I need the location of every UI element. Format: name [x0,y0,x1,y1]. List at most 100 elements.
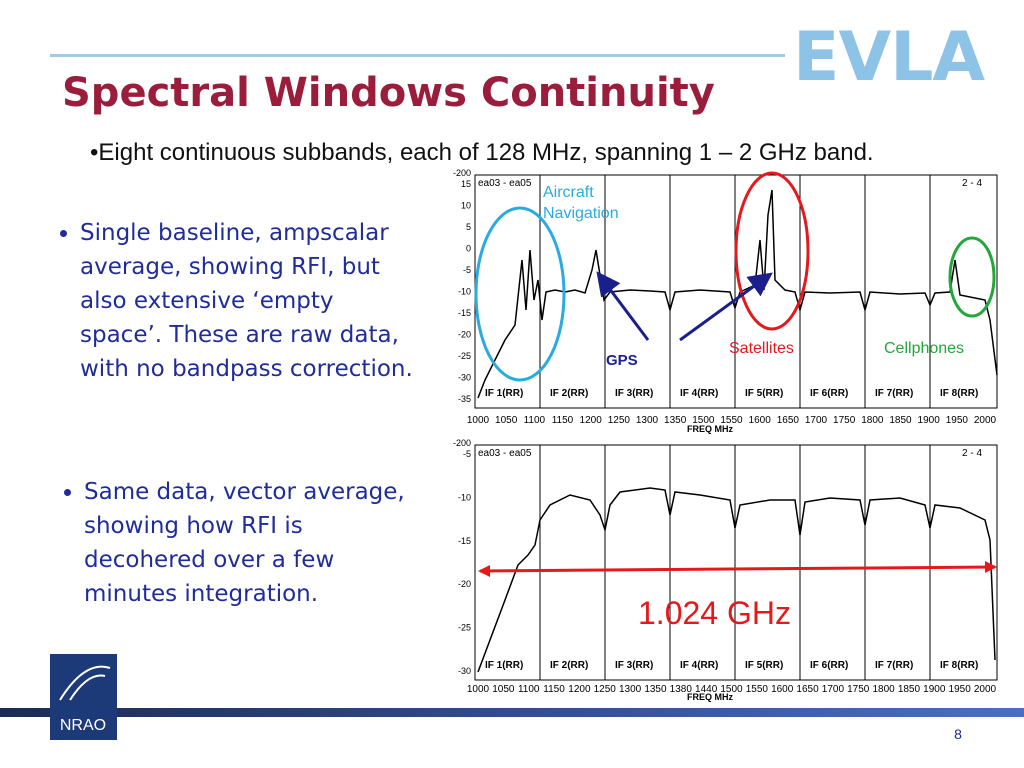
y-tick-label: -25 [458,351,471,361]
y-tick-label: -30 [458,373,471,383]
x-tick-label: 2000 [974,684,997,695]
x-tick-label: 1300 [636,415,659,426]
y-tick-label: -30 [458,666,471,676]
pol-label: 2 - 4 [962,178,982,189]
y-tick-label: -200 [453,438,471,448]
x-tick-label: 1200 [580,415,603,426]
bullet-list: Same data, vector average, showing how R… [84,475,424,611]
highlight-circle [948,236,996,318]
x-tick-label: 1150 [543,684,565,695]
x-tick-label: 1700 [822,684,845,695]
bullet-list: Single baseline, ampscalar average, show… [80,216,420,386]
intro-text: Eight continuous subbands, each of 128 M… [80,136,960,170]
top-rule [50,54,785,57]
x-tick-label: 1500 [720,684,743,695]
y-tick-label: 10 [461,201,471,211]
x-tick-label: 1700 [805,415,828,426]
if-label: IF 8(RR) [940,660,978,671]
highlight-circle [734,171,810,331]
y-tick-label: 0 [466,244,471,254]
baseline-label: ea03 - ea05 [478,448,532,459]
y-tick-label: 5 [466,222,471,232]
if-label: IF 3(RR) [615,388,653,399]
annotation: Cellphones [884,340,964,357]
annotation: GPS [606,352,638,369]
x-tick-label: 2000 [974,415,997,426]
pol-label: 2 - 4 [962,448,982,459]
highlight-circle [474,206,566,382]
x-tick-label: 1250 [608,415,631,426]
x-tick-label: 1600 [749,415,772,426]
plot-frame [474,444,998,681]
arrow [596,271,650,341]
x-tick-label: 1000 [467,684,490,695]
if-label: IF 2(RR) [550,388,588,399]
x-axis-label: FREQ MHz [687,692,733,702]
x-tick-label: 1350 [644,684,667,695]
y-tick-label: -25 [458,623,471,633]
if-label: IF 4(RR) [680,660,718,671]
arrow [679,272,773,342]
logo: EVLA [793,18,985,97]
y-tick-label: -15 [458,308,471,318]
annotation: Satellites [729,340,794,357]
y-tick-label: -20 [458,579,471,589]
if-label: IF 5(RR) [745,388,783,399]
x-tick-label: 1750 [847,684,870,695]
if-label: IF 6(RR) [810,388,848,399]
annotation: 1.024 GHz [638,595,791,631]
if-label: IF 1(RR) [485,388,523,399]
y-tick-label: -15 [458,536,471,546]
span-arrow [479,565,996,573]
y-tick-label: -35 [458,394,471,404]
x-tick-label: 1800 [861,415,884,426]
x-tick-label: 1750 [833,415,856,426]
x-tick-label: 1350 [664,415,687,426]
x-tick-label: 1150 [552,415,574,426]
bullet: Same data, vector average, showing how R… [84,475,424,611]
page-number: 8 [954,726,962,742]
x-tick-label: 1440 [695,684,718,695]
x-tick-label: 1200 [568,684,591,695]
if-dividers [539,445,931,680]
if-label: IF 7(RR) [875,660,913,671]
x-tick-label: 1950 [946,415,969,426]
baseline-label: ea03 - ea05 [478,178,532,189]
x-tick-label: 1500 [692,415,715,426]
if-label: IF 2(RR) [550,660,588,671]
if-label: IF 1(RR) [485,660,523,671]
if-label: IF 8(RR) [940,388,978,399]
if-label: IF 6(RR) [810,660,848,671]
x-tick-label: 1650 [777,415,800,426]
y-tick-label: -10 [458,287,471,297]
y-tick-label: -10 [458,492,471,502]
if-label: IF 3(RR) [615,660,653,671]
annotation: Aircraft Navigation [543,184,619,222]
x-tick-label: 1550 [720,415,743,426]
x-tick-label: 1000 [467,415,490,426]
x-tick-label: 1850 [889,415,912,426]
x-tick-label: 1900 [923,684,946,695]
y-tick-label: -200 [453,168,471,178]
bullet: Single baseline, ampscalar average, show… [80,216,420,386]
org-name: NRAO [60,717,106,734]
x-tick-label: 1650 [796,684,819,695]
x-tick-label: 1800 [872,684,895,695]
slide-title: Spectral Windows Continuity [62,70,715,116]
spectrum [477,487,996,673]
x-tick-label: 1550 [746,684,769,695]
x-tick-label: 1600 [771,684,794,695]
if-label: IF 5(RR) [745,660,783,671]
x-tick-label: 1900 [918,415,941,426]
spectrum [477,189,998,399]
x-tick-label: 1100 [518,684,540,695]
x-tick-label: 1050 [492,684,515,695]
if-label: IF 4(RR) [680,388,718,399]
x-tick-label: 1950 [949,684,972,695]
x-axis-label: FREQ MHz [687,424,733,434]
footer-bar [0,708,1024,717]
y-tick-label: -20 [458,330,471,340]
